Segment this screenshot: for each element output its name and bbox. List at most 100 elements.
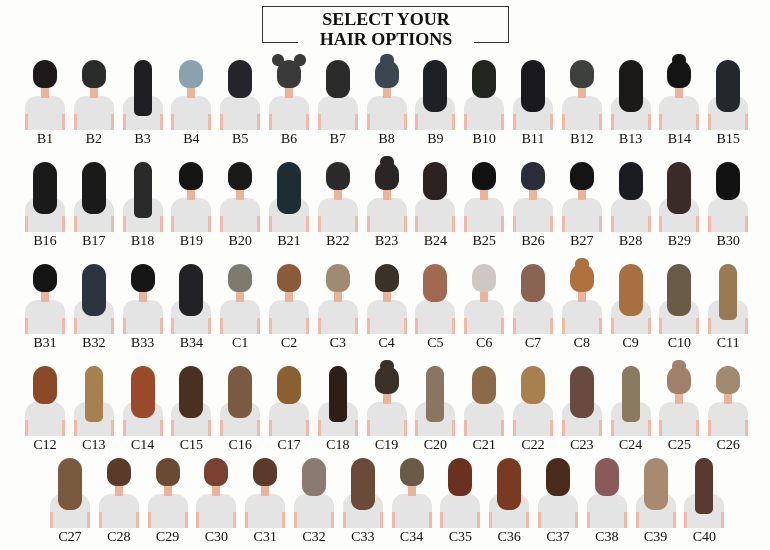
hair-option-c40[interactable]: C40 [681,454,727,550]
hair-option-b8[interactable]: B8 [364,54,410,152]
hair-option-c24[interactable]: C24 [608,362,654,458]
hair-option-b33[interactable]: B33 [120,260,166,356]
hair-option-c17[interactable]: C17 [266,362,312,458]
arm-right [550,420,553,436]
neck [41,292,49,302]
hair-option-b11[interactable]: B11 [510,56,556,152]
hair-option-c2[interactable]: C2 [266,260,312,356]
hair-option-b3[interactable]: B3 [120,56,166,152]
hair-option-c8[interactable]: C8 [559,258,605,356]
hair-option-c26[interactable]: C26 [705,362,751,458]
hair-option-b1[interactable]: B1 [22,56,68,152]
hair-option-c33[interactable]: C33 [340,454,386,550]
shirt [440,494,481,528]
hair-option-c1[interactable]: C1 [217,260,263,356]
hair-option-c29[interactable]: C29 [145,454,191,550]
arm-right [575,512,578,528]
hair [569,162,594,190]
hair [618,60,643,112]
arm-right [87,512,90,528]
hair-option-c37[interactable]: C37 [535,454,581,550]
option-label: C6 [476,336,493,351]
hair-option-b32[interactable]: B32 [71,260,117,356]
hair-option-b28[interactable]: B28 [608,158,654,254]
option-label: B27 [570,234,594,249]
hair-option-b5[interactable]: B5 [217,56,263,152]
hair-option-c9[interactable]: C9 [608,260,654,356]
hair-option-c18[interactable]: C18 [315,362,361,458]
hair-option-b21[interactable]: B21 [266,158,312,254]
hair [58,458,82,510]
hair-option-c4[interactable]: C4 [364,260,410,356]
hair-option-c30[interactable]: C30 [193,454,239,550]
arm-left [659,318,663,334]
hair-option-b20[interactable]: B20 [217,158,263,254]
hair-option-b9[interactable]: B9 [412,56,458,152]
arm-right [306,114,309,130]
hair-option-b26[interactable]: B26 [510,158,556,254]
hair-option-b31[interactable]: B31 [22,260,68,356]
hair-option-b12[interactable]: B12 [559,56,605,152]
hair-option-b23[interactable]: B23 [364,156,410,254]
hair-option-b18[interactable]: B18 [120,158,166,254]
hair-option-c10[interactable]: C10 [656,260,702,356]
hair-option-b10[interactable]: B10 [461,56,507,152]
hair-option-b7[interactable]: B7 [315,56,361,152]
hair-option-c36[interactable]: C36 [486,454,532,550]
arm-left [659,420,663,436]
hair-option-c39[interactable]: C39 [633,454,679,550]
hair-option-b29[interactable]: B29 [656,158,702,254]
hair-option-c20[interactable]: C20 [412,362,458,458]
hair-option-b19[interactable]: B19 [168,158,214,254]
hair-option-b27[interactable]: B27 [559,158,605,254]
hair-option-c3[interactable]: C3 [315,260,361,356]
hair-option-b16[interactable]: B16 [22,158,68,254]
hair-option-c22[interactable]: C22 [510,362,556,458]
arm-right [672,512,676,528]
hair-option-c32[interactable]: C32 [291,454,337,550]
hair-option-c19[interactable]: C19 [364,360,410,458]
hair-option-c23[interactable]: C23 [559,362,605,458]
hair-option-c7[interactable]: C7 [510,260,556,356]
hair-option-c16[interactable]: C16 [217,362,263,458]
hair-option-b14[interactable]: B14 [656,54,702,152]
hair-option-c13[interactable]: C13 [71,362,117,458]
arm-left [245,512,249,528]
neck [480,292,489,302]
hair-option-b24[interactable]: B24 [412,158,458,254]
hair-option-c12[interactable]: C12 [22,362,68,458]
hair-option-b4[interactable]: B4 [168,56,214,152]
hair-option-b13[interactable]: B13 [608,56,654,152]
hair-option-b6[interactable]: B6 [266,54,312,152]
hair-option-c11[interactable]: C11 [705,260,751,356]
shirt [513,198,553,232]
hair-option-c34[interactable]: C34 [389,454,435,550]
hair-option-b15[interactable]: B15 [705,56,751,152]
option-label: C33 [351,530,375,545]
hair-option-c21[interactable]: C21 [461,362,507,458]
hair-option-c27[interactable]: C27 [47,454,93,550]
hair-option-c35[interactable]: C35 [437,454,483,550]
hair-option-c15[interactable]: C15 [168,362,214,458]
hair-option-b17[interactable]: B17 [71,158,117,254]
shirt [25,300,65,334]
hair-option-c38[interactable]: C38 [584,454,630,550]
hair-option-c31[interactable]: C31 [242,454,288,550]
arm-right [403,420,407,436]
hair-option-b22[interactable]: B22 [315,158,361,254]
hair [228,60,253,98]
hair-option-b2[interactable]: B2 [71,56,117,152]
hair-option-c5[interactable]: C5 [412,260,458,356]
hair-option-b34[interactable]: B34 [168,260,214,356]
arm-left [122,114,126,130]
hair-option-c25[interactable]: C25 [656,360,702,458]
hair [667,162,692,214]
shirt [708,198,749,232]
hair-option-c14[interactable]: C14 [120,362,166,458]
hair-option-c6[interactable]: C6 [461,260,507,356]
hair-option-c28[interactable]: C28 [96,454,142,550]
hair-option-b30[interactable]: B30 [705,158,751,254]
hair-option-b25[interactable]: B25 [461,158,507,254]
arm-right [452,318,456,334]
arm-right [331,512,334,528]
